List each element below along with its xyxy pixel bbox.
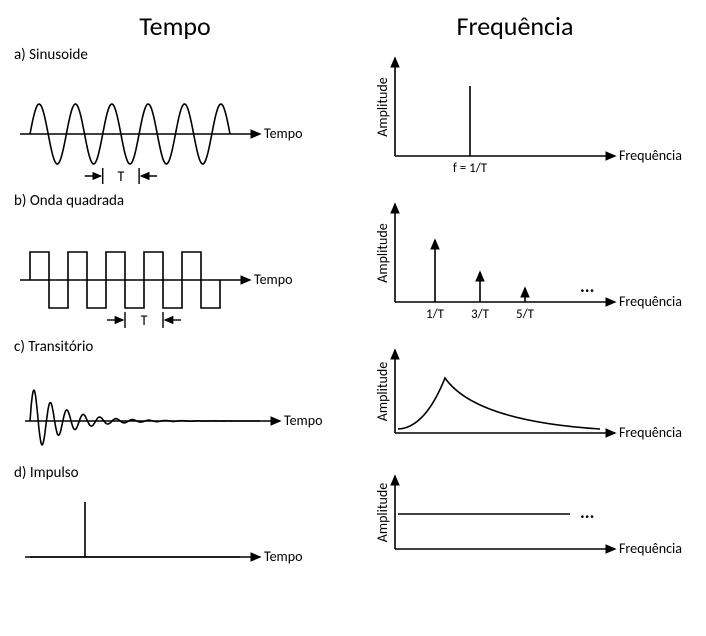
row-c: c) Transitório Tempo Amplitude Frequência [10, 338, 696, 458]
svg-text:Tempo: Tempo [264, 125, 302, 142]
svg-text:5/T: 5/T [516, 307, 535, 322]
svg-text:Tempo: Tempo [254, 271, 292, 288]
header-freq-label: Frequência [457, 10, 574, 42]
svg-text:1/T: 1/T [426, 307, 445, 322]
header-time: Tempo [10, 10, 340, 42]
caption-a: a) Sinusoide [14, 46, 88, 64]
row-a: a) Sinusoide Tempo T Amplitude Frequência f =… [10, 46, 696, 186]
svg-text:3/T: 3/T [471, 307, 490, 322]
svg-text:T: T [117, 168, 124, 185]
time-plot-c: Tempo [10, 338, 340, 458]
svg-text:Frequência: Frequência [619, 540, 682, 557]
svg-text:Tempo: Tempo [264, 548, 302, 565]
svg-text:Frequência: Frequência [619, 293, 682, 310]
time-cell-c: c) Transitório Tempo [10, 338, 340, 458]
header-freq: Frequência [340, 10, 690, 42]
freq-plot-c: Amplitude Frequência [340, 338, 690, 458]
svg-text:...: ... [580, 501, 594, 523]
svg-text:Frequência: Frequência [619, 147, 682, 164]
svg-text:T: T [141, 312, 148, 329]
freq-cell-a: Amplitude Frequência f = 1/T [340, 46, 690, 186]
caption-c: c) Transitório [14, 338, 93, 356]
row-d: d) Impulso Tempo Amplitude Frequência... [10, 464, 696, 574]
row-b: b) Onda quadrada Tempo T Amplitude Frequênci… [10, 192, 696, 332]
column-headers: Tempo Frequência [10, 10, 696, 42]
svg-text:Tempo: Tempo [284, 412, 322, 429]
time-cell-a: a) Sinusoide Tempo T [10, 46, 340, 186]
svg-text:Amplitude: Amplitude [374, 362, 391, 421]
time-cell-b: b) Onda quadrada Tempo T [10, 192, 340, 332]
freq-plot-a: Amplitude Frequência f = 1/T [340, 46, 690, 186]
header-time-label: Tempo [139, 10, 210, 42]
freq-cell-c: Amplitude Frequência [340, 338, 690, 458]
svg-text:Amplitude: Amplitude [374, 483, 391, 542]
svg-text:Amplitude: Amplitude [374, 223, 391, 282]
time-plot-b: Tempo T [10, 192, 340, 332]
caption-d: d) Impulso [14, 464, 79, 482]
svg-text:Frequência: Frequência [619, 424, 682, 441]
freq-plot-d: Amplitude Frequência... [340, 464, 690, 574]
time-cell-d: d) Impulso Tempo [10, 464, 340, 574]
svg-text:f = 1/T: f = 1/T [453, 161, 488, 176]
caption-b: b) Onda quadrada [14, 192, 124, 210]
time-plot-a: Tempo T [10, 46, 340, 186]
freq-cell-d: Amplitude Frequência... [340, 464, 690, 574]
freq-plot-b: Amplitude Frequência 1/T 3/T 5/T... [340, 192, 690, 332]
svg-text:...: ... [580, 275, 594, 297]
freq-cell-b: Amplitude Frequência 1/T 3/T 5/T... [340, 192, 690, 332]
svg-text:Amplitude: Amplitude [374, 77, 391, 136]
